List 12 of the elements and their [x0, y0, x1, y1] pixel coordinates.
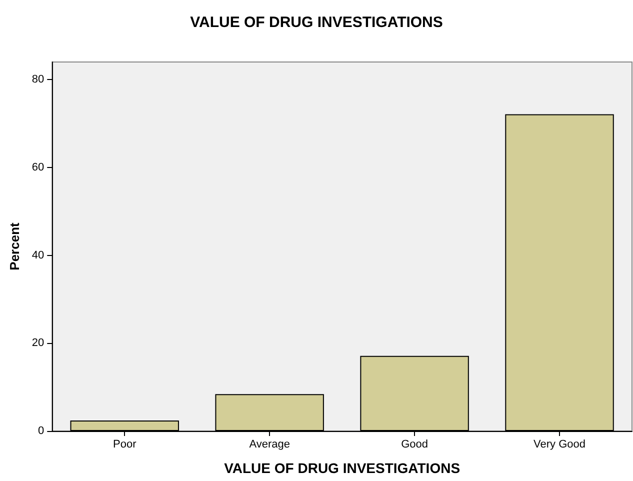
y-tick-label: 60 — [32, 161, 44, 174]
x-tick-label: Average — [249, 438, 290, 450]
y-axis-title: Percent — [7, 222, 22, 270]
chart-title: VALUE OF DRUG INVESTIGATIONS — [190, 14, 443, 31]
y-tick-label: 80 — [32, 74, 44, 86]
y-tick-label: 20 — [32, 337, 44, 350]
x-tick-label: Very Good — [534, 438, 586, 450]
x-tick-label: Poor — [112, 438, 137, 450]
x-tick-label: Good — [401, 438, 428, 450]
x-axis-title: VALUE OF DRUG INVESTIGATIONS — [224, 460, 460, 476]
y-tick-label: 0 — [38, 425, 44, 437]
y-tick-label: 40 — [32, 249, 44, 262]
